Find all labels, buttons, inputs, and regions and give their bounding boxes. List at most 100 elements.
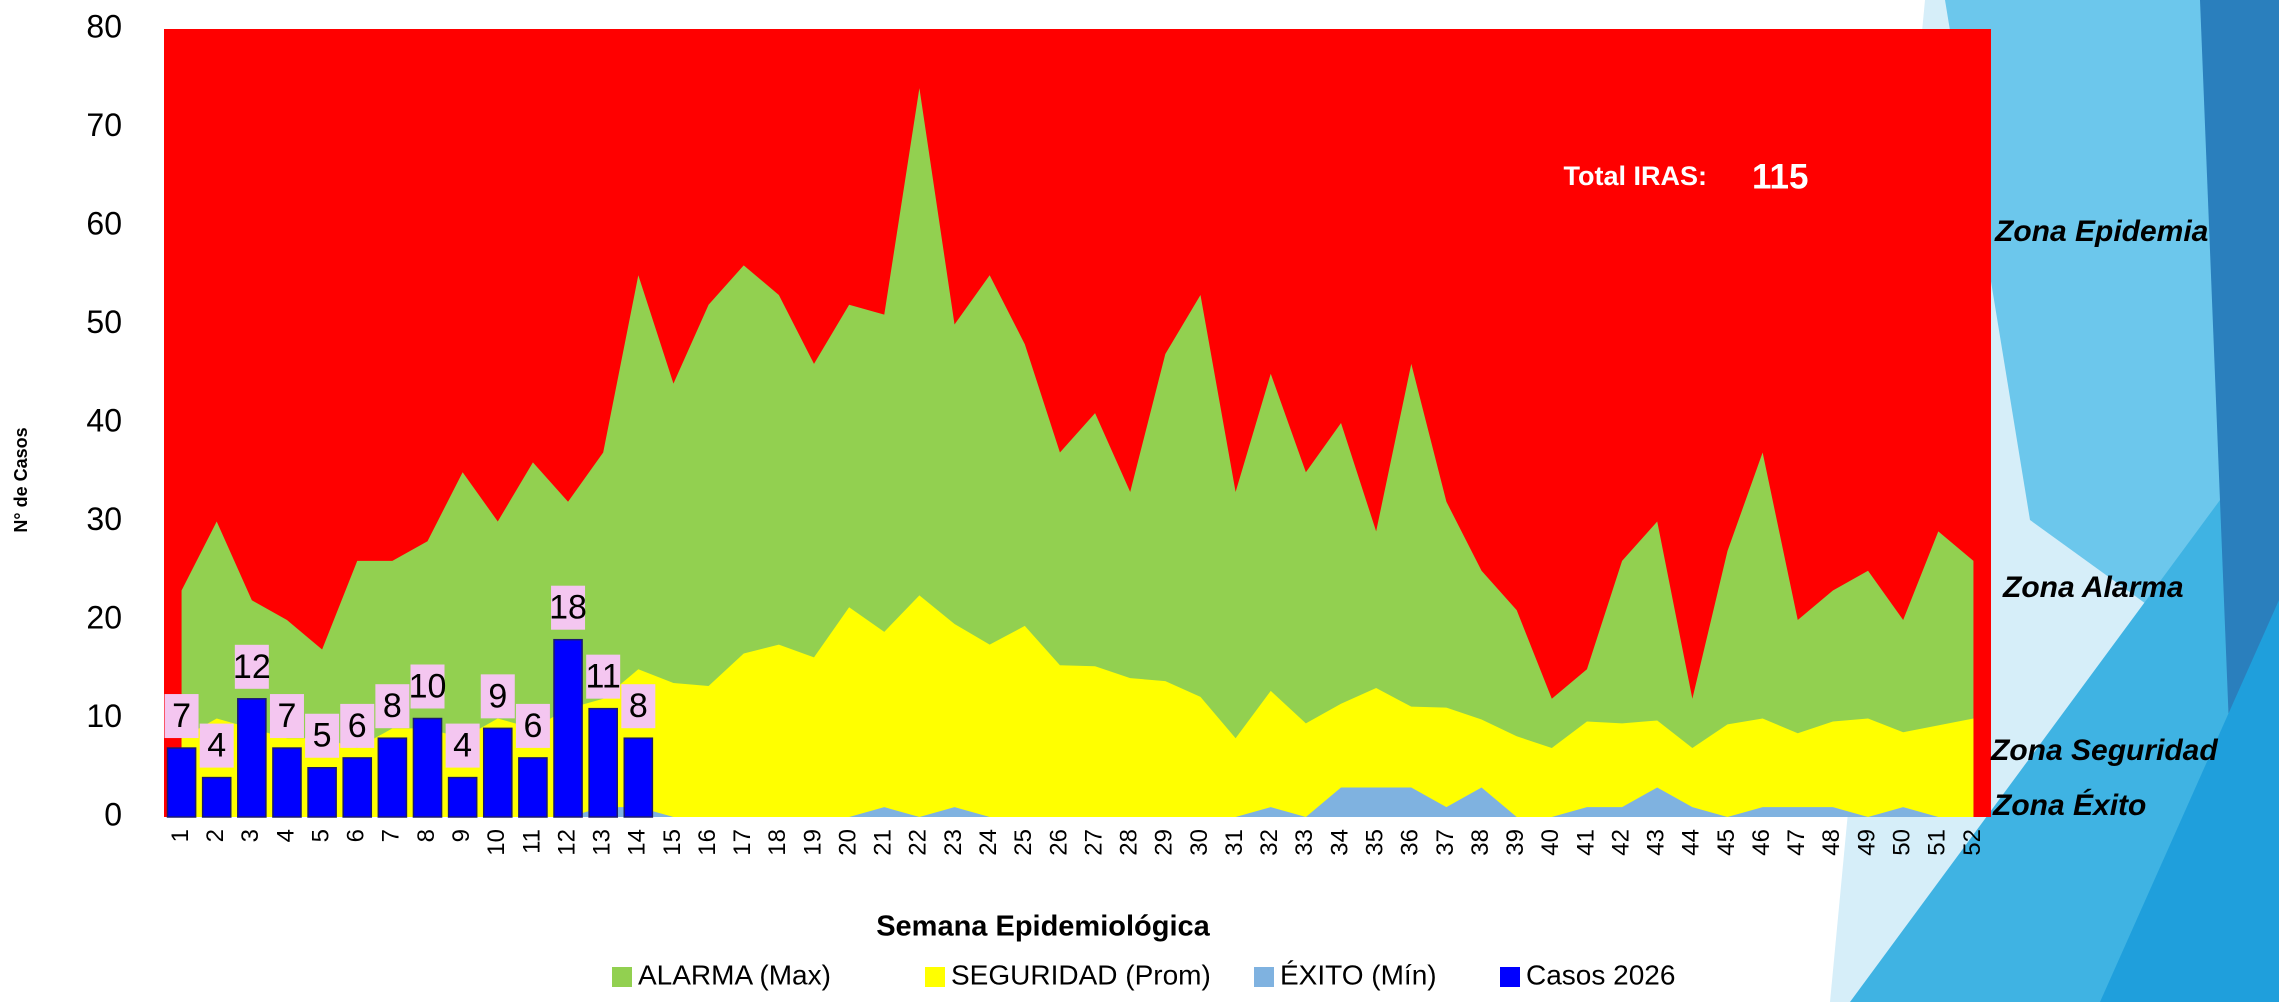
bar <box>449 778 477 817</box>
x-tick-label: 36 <box>1397 829 1424 856</box>
x-tick-label: 44 <box>1678 829 1705 856</box>
x-tick-label: 52 <box>1959 829 1986 856</box>
data-label: 8 <box>629 687 648 725</box>
x-tick-label: 39 <box>1502 829 1529 856</box>
zone-label: Zona Seguridad <box>1990 734 2218 767</box>
y-tick-label: 30 <box>86 501 122 537</box>
x-tick-label: 33 <box>1291 829 1318 856</box>
x-tick-label: 47 <box>1783 829 1810 856</box>
data-label: 8 <box>383 687 402 725</box>
bar <box>168 748 196 817</box>
x-tick-label: 35 <box>1361 829 1388 856</box>
zone-label: Zona Epidemia <box>1994 215 2208 248</box>
x-tick-label: 23 <box>940 829 967 856</box>
legend-swatch <box>1500 967 1520 987</box>
legend-swatch <box>1254 967 1274 987</box>
bar <box>378 738 406 817</box>
x-tick-label: 43 <box>1643 829 1670 856</box>
x-tick-label: 4 <box>272 829 299 842</box>
total-label: Total IRAS: <box>1564 161 1708 191</box>
total-value: 115 <box>1752 157 1808 196</box>
x-tick-label: 46 <box>1748 829 1775 856</box>
x-tick-label: 30 <box>1186 829 1213 856</box>
x-tick-label: 25 <box>1010 829 1037 856</box>
x-tick-label: 38 <box>1467 829 1494 856</box>
data-label: 5 <box>313 717 332 755</box>
x-tick-label: 42 <box>1607 829 1634 856</box>
data-label: 4 <box>453 727 472 765</box>
x-tick-label: 16 <box>694 829 721 856</box>
bar <box>589 709 617 817</box>
x-tick-label: 14 <box>624 829 651 856</box>
legend-label: SEGURIDAD (Prom) <box>951 959 1211 990</box>
bar <box>343 758 371 817</box>
x-tick-label: 13 <box>589 829 616 856</box>
x-tick-label: 51 <box>1924 829 1951 856</box>
x-tick-label: 2 <box>202 829 229 842</box>
x-tick-label: 5 <box>307 829 334 842</box>
bar <box>484 728 512 817</box>
x-tick-label: 18 <box>764 829 791 856</box>
data-label: 18 <box>549 589 587 627</box>
x-tick-label: 10 <box>483 829 510 856</box>
x-tick-label: 34 <box>1326 829 1353 856</box>
x-tick-label: 50 <box>1889 829 1916 856</box>
data-label: 6 <box>348 707 367 745</box>
x-tick-label: 20 <box>834 829 861 856</box>
legend-swatch <box>612 967 632 987</box>
x-tick-label: 45 <box>1713 829 1740 856</box>
x-tick-label: 17 <box>729 829 756 856</box>
x-tick-label: 7 <box>378 829 405 842</box>
x-tick-label: 11 <box>518 829 545 854</box>
x-tick-label: 6 <box>343 829 370 842</box>
bar <box>413 719 441 818</box>
data-label: 7 <box>172 697 191 735</box>
x-tick-label: 9 <box>448 829 475 842</box>
x-tick-label: 21 <box>870 829 897 856</box>
bar <box>308 768 336 817</box>
data-label: 7 <box>278 697 297 735</box>
bar <box>273 748 301 817</box>
bar <box>238 699 266 817</box>
y-tick-label: 0 <box>104 796 122 832</box>
page: {"chart_data": { "type": "area", "y_axis… <box>0 0 2279 1002</box>
y-tick-label: 20 <box>86 599 122 635</box>
legend-label: ALARMA (Max) <box>638 959 831 990</box>
x-tick-label: 8 <box>413 829 440 842</box>
x-tick-label: 28 <box>1116 829 1143 856</box>
x-tick-label: 19 <box>799 829 826 856</box>
data-label: 10 <box>409 667 447 705</box>
data-label: 9 <box>488 677 507 715</box>
x-tick-label: 27 <box>1080 829 1107 856</box>
x-axis-title: Semana Epidemiológica <box>876 911 1210 943</box>
data-label: 4 <box>207 727 226 765</box>
data-label: 11 <box>586 658 621 696</box>
zone-label: Zona Éxito <box>1992 788 2146 822</box>
x-tick-label: 1 <box>167 829 194 842</box>
x-tick-label: 26 <box>1045 829 1072 856</box>
bar <box>554 640 582 817</box>
zone-label: Zona Alarma <box>2002 571 2184 604</box>
x-tick-label: 29 <box>1151 829 1178 856</box>
x-tick-label: 48 <box>1818 829 1845 856</box>
y-tick-label: 70 <box>86 107 122 143</box>
legend-swatch <box>925 967 945 987</box>
bar <box>203 778 231 817</box>
y-tick-label: 40 <box>86 402 122 438</box>
bar <box>624 738 652 817</box>
x-tick-label: 12 <box>553 829 580 856</box>
x-tick-label: 3 <box>237 829 264 842</box>
y-tick-label: 80 <box>86 8 122 44</box>
y-tick-label: 50 <box>86 304 122 340</box>
chart: 7412756810496181180102030405060708012345… <box>0 0 2279 1002</box>
data-label: 6 <box>523 707 542 745</box>
x-tick-label: 24 <box>975 829 1002 856</box>
x-tick-label: 31 <box>1221 829 1248 856</box>
data-label: 12 <box>233 648 271 686</box>
x-tick-label: 40 <box>1537 829 1564 856</box>
y-axis-title: N° de Casos <box>11 427 31 532</box>
x-tick-label: 15 <box>659 829 686 856</box>
y-tick-label: 10 <box>86 698 122 734</box>
x-tick-label: 32 <box>1256 829 1283 856</box>
